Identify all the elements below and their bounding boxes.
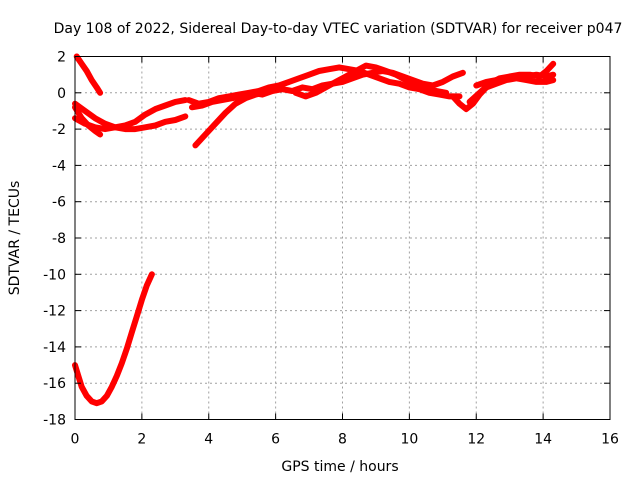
x-tick-label: 14: [534, 432, 552, 448]
chart-title: Day 108 of 2022, Sidereal Day-to-day VTE…: [54, 21, 623, 37]
y-axis-label: SDTVAR / TECUs: [7, 181, 23, 296]
x-tick-label: 6: [271, 432, 280, 448]
series-arc-late-a: [449, 75, 557, 113]
series-arc-early-b: [72, 97, 189, 133]
y-tick-label: -4: [52, 158, 66, 174]
x-axis-label: GPS time / hours: [281, 459, 398, 475]
y-tick-label: -14: [43, 340, 66, 356]
y-tick-label: 0: [57, 86, 66, 102]
x-tick-label: 12: [467, 432, 485, 448]
series-arc-late-c: [473, 71, 557, 89]
x-tick-label: 16: [601, 432, 619, 448]
x-tick-label: 0: [71, 432, 80, 448]
grid-lines: [75, 56, 610, 420]
series-arc-deep: [72, 271, 155, 407]
series-arc-mid-d: [292, 62, 450, 100]
y-tick-label: -18: [43, 413, 66, 429]
y-tick-label: -16: [43, 376, 66, 392]
x-tick-label: 10: [400, 432, 418, 448]
x-tick-label: 8: [338, 432, 347, 448]
x-tick-label: 4: [204, 432, 213, 448]
y-tick-label: -6: [52, 195, 66, 211]
series-arc-early-c: [72, 100, 189, 133]
y-tick-label: -12: [43, 304, 66, 320]
series-arc-early-drop: [73, 53, 104, 96]
y-tick-label: -10: [43, 267, 66, 283]
y-tick-label: 2: [57, 50, 66, 66]
y-tick-label: -8: [52, 231, 66, 247]
axis-ticks: 0 2 4 6 8 10 12 14 16 2 0 -2 -4 -6 -8 -10 -12 -14 -16 -18: [43, 50, 619, 448]
x-tick-label: 2: [137, 432, 146, 448]
y-tick-label: -2: [52, 122, 66, 138]
series-layer: [72, 53, 557, 407]
